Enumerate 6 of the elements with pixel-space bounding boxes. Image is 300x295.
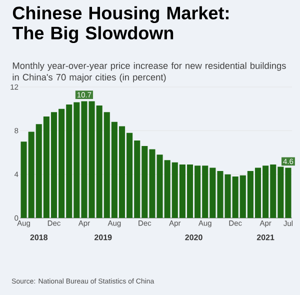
text: 2021	[256, 234, 274, 240]
text: 2019	[94, 234, 112, 240]
text: 2018	[30, 234, 48, 240]
chart-subtitle: Monthly year-over-year price increase for new residential buildings in China's 70 major cities (in percent)	[12, 62, 286, 82]
text: 2020	[185, 234, 202, 240]
chart-title: Chinese Housing Market: The Big Slowdown	[12, 6, 228, 44]
